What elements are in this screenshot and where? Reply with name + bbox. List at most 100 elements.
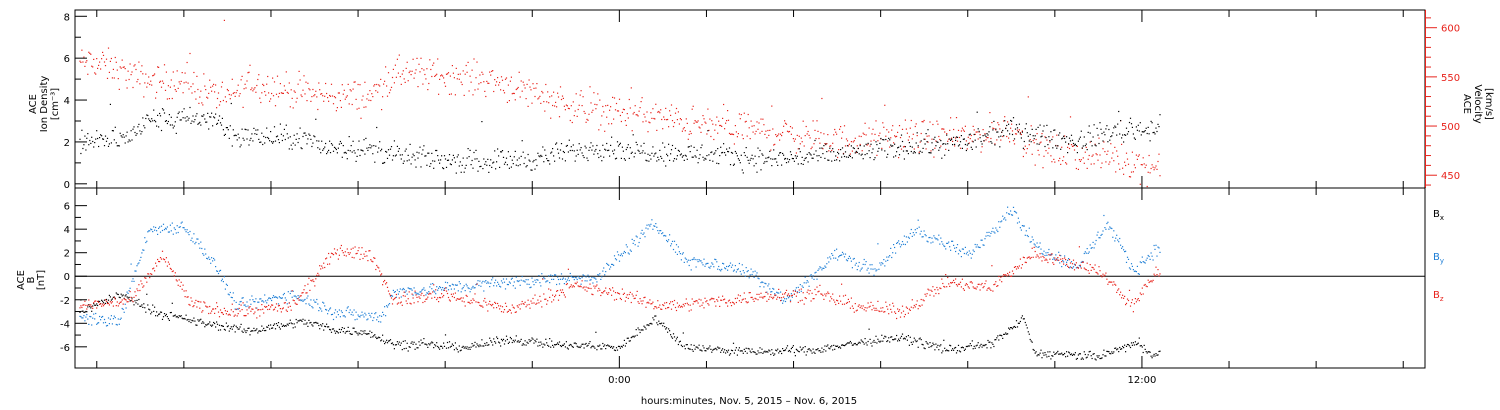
- velocity-point: [465, 64, 467, 67]
- velocity-point: [854, 137, 856, 139]
- bx-point: [143, 303, 145, 305]
- bx-point: [282, 324, 284, 326]
- bx-point: [809, 349, 811, 351]
- by-point: [1158, 247, 1160, 249]
- bx-point: [671, 337, 674, 339]
- density-point: [816, 155, 818, 157]
- density-point: [713, 153, 715, 155]
- bx-point: [965, 345, 967, 348]
- velocity-point: [956, 140, 959, 142]
- density-point: [919, 150, 921, 152]
- bz-point: [266, 306, 268, 308]
- by-point: [339, 316, 341, 318]
- density-point: [159, 115, 162, 117]
- density-point: [272, 142, 274, 144]
- velocity-point: [1100, 167, 1102, 169]
- by-point: [427, 292, 429, 295]
- density-point: [1088, 125, 1090, 127]
- bx-point: [1017, 322, 1019, 324]
- bx-point: [1089, 350, 1091, 352]
- by-point: [185, 231, 187, 233]
- velocity-point: [80, 61, 82, 63]
- density-point: [267, 136, 269, 139]
- bx-point: [611, 345, 613, 348]
- velocity-point: [90, 53, 92, 55]
- density-point: [1124, 134, 1126, 136]
- bx-point: [638, 329, 640, 331]
- velocity-point: [1000, 139, 1002, 141]
- density-point: [894, 143, 896, 145]
- density-point: [1096, 127, 1098, 129]
- by-point: [985, 235, 987, 237]
- by-point: [663, 235, 665, 237]
- by-point: [275, 296, 278, 298]
- density-point: [661, 157, 663, 159]
- bx-point: [118, 296, 120, 298]
- bz-point: [415, 294, 417, 296]
- by-point: [223, 276, 225, 278]
- by-point: [298, 296, 300, 298]
- bz-point: [339, 247, 341, 249]
- bx-point: [837, 345, 839, 347]
- by-point: [799, 284, 801, 286]
- by-point: [856, 269, 858, 271]
- velocity-point: [913, 148, 915, 150]
- bx-point: [171, 302, 173, 304]
- bx-point: [690, 344, 692, 346]
- bz-point: [501, 306, 504, 308]
- velocity-point: [928, 135, 930, 137]
- density-point: [707, 130, 709, 132]
- by-point: [1067, 259, 1069, 261]
- bx-point: [289, 319, 291, 321]
- by-point: [1036, 242, 1038, 244]
- by-point: [186, 229, 188, 231]
- by-point: [123, 311, 125, 313]
- bz-point: [140, 280, 142, 282]
- bz-point: [343, 254, 345, 256]
- density-point: [780, 152, 782, 154]
- bx-point: [1119, 346, 1121, 349]
- bz-point: [288, 302, 290, 304]
- velocity-point: [391, 76, 394, 79]
- density-point: [963, 138, 965, 140]
- by-point: [557, 278, 560, 281]
- density-point: [475, 149, 477, 151]
- density-point: [519, 164, 521, 166]
- density-point: [312, 142, 314, 144]
- bz-point: [117, 305, 119, 307]
- velocity-point: [1038, 154, 1040, 156]
- density-point: [213, 116, 215, 118]
- by-point: [762, 281, 764, 284]
- velocity-point: [201, 102, 203, 104]
- density-point: [548, 160, 550, 162]
- velocity-point: [933, 156, 935, 158]
- velocity-point: [480, 82, 482, 84]
- bx-point: [1102, 354, 1104, 356]
- bx-point: [276, 324, 279, 327]
- density-point: [230, 102, 232, 105]
- by-point: [1003, 218, 1005, 220]
- velocity-point: [649, 122, 651, 124]
- density-point: [896, 151, 898, 153]
- density-point: [609, 155, 611, 157]
- density-point: [1146, 132, 1148, 135]
- velocity-point: [639, 107, 641, 109]
- density-point: [436, 149, 438, 152]
- bx-point: [275, 323, 278, 325]
- by-point: [980, 239, 982, 241]
- density-point: [1038, 143, 1040, 145]
- bz-point: [528, 303, 530, 306]
- bx-point: [670, 334, 672, 336]
- velocity-point: [974, 133, 976, 135]
- bx-point: [496, 336, 498, 338]
- bx-point: [603, 345, 605, 347]
- density-point: [590, 142, 592, 144]
- density-point: [794, 155, 796, 157]
- density-point: [884, 150, 886, 152]
- velocity-point: [114, 56, 116, 59]
- by-point: [231, 297, 233, 299]
- by-point: [651, 219, 653, 221]
- bx-point: [766, 350, 768, 353]
- velocity-point: [192, 83, 194, 85]
- velocity-point: [886, 129, 888, 131]
